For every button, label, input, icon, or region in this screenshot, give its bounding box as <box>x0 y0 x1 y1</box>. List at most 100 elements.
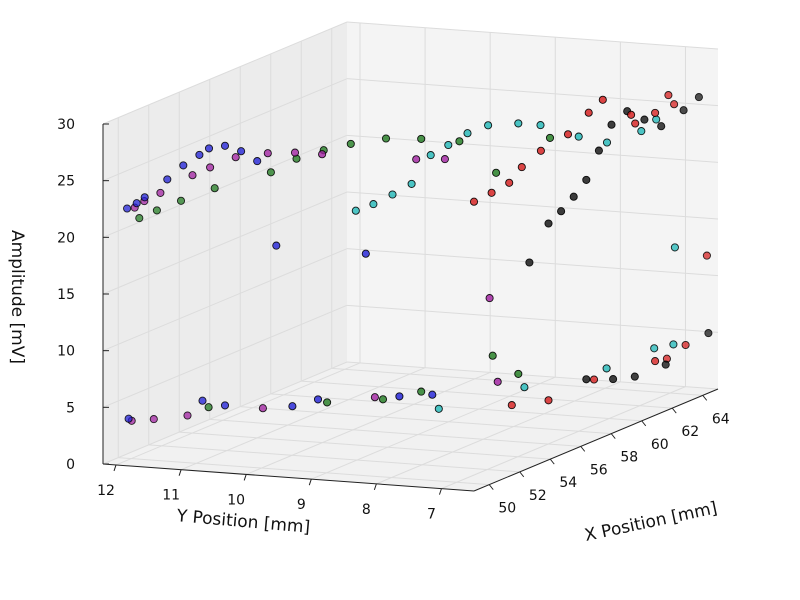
data-point-series-3 <box>378 395 388 404</box>
data-point-series-4 <box>650 344 659 353</box>
data-point-series-6 <box>630 372 639 381</box>
data-point-series-2 <box>290 148 300 157</box>
data-point-series-2 <box>258 404 267 413</box>
data-point-series-3 <box>176 196 186 205</box>
z-gridline-left <box>102 304 348 408</box>
x-axis-ticks: 50 52 54 56 58 60 62 64 <box>488 395 730 517</box>
data-point-series-4 <box>602 138 612 147</box>
z-gridline-right <box>346 191 719 220</box>
y-axis-ticks: 12 11 10 9 8 7 <box>97 464 442 523</box>
x-tick-mark <box>641 420 647 427</box>
y-tick-label: 11 <box>162 488 180 504</box>
y-gridline-floor <box>115 362 361 466</box>
z-gridline-left <box>102 191 348 295</box>
data-point-series-5 <box>681 340 690 350</box>
data-point-series-5 <box>631 119 640 128</box>
x-gridline-floor <box>118 457 490 486</box>
x-gridline-floor <box>240 406 612 435</box>
data-point-series-4 <box>574 132 583 141</box>
data-point-series-6 <box>594 146 603 155</box>
z-gridline-right <box>346 21 719 50</box>
z-gridline-left <box>102 248 348 352</box>
z-gridline-right <box>346 134 719 163</box>
data-point-series-3 <box>514 369 523 378</box>
data-point-series-5 <box>589 375 599 384</box>
y-tick-label: 9 <box>297 497 306 513</box>
data-point-series-5 <box>544 396 553 405</box>
y-tick-mark <box>113 464 117 472</box>
z-tick-label: 15 <box>57 287 75 303</box>
data-point-series-1 <box>132 199 141 208</box>
y-tick-label: 12 <box>97 483 115 499</box>
data-point-series-2 <box>318 150 327 159</box>
data-point-series-2 <box>149 415 158 424</box>
x-tick-label: 62 <box>681 424 699 440</box>
z-gridline-right <box>346 361 719 390</box>
x-gridline-floor <box>270 393 642 422</box>
y-tick-mark <box>308 478 312 486</box>
data-point-series-4 <box>670 243 679 252</box>
y-gridline-floor <box>180 367 426 471</box>
data-point-series-4 <box>463 129 472 138</box>
z-tick-label: 0 <box>66 457 75 473</box>
y-tick-mark <box>373 483 377 491</box>
x-tick-label: 52 <box>529 488 547 504</box>
data-point-series-1 <box>198 396 207 405</box>
x-tick-mark <box>519 471 525 478</box>
data-point-series-4 <box>434 404 443 413</box>
data-point-series-1 <box>124 414 133 423</box>
data-point-series-5 <box>651 108 660 117</box>
data-point-series-2 <box>231 153 240 162</box>
data-points <box>123 91 713 425</box>
data-point-series-1 <box>204 144 214 153</box>
x-tick-label: 60 <box>651 437 669 453</box>
x-tick-label: 64 <box>712 411 730 427</box>
data-point-series-6 <box>657 122 666 131</box>
data-point-series-5 <box>702 251 711 260</box>
data-point-series-1 <box>140 193 149 202</box>
x-axis-line <box>473 388 719 492</box>
data-point-series-6 <box>694 93 703 102</box>
y-tick-mark <box>243 474 247 481</box>
data-point-series-3 <box>455 137 464 146</box>
data-point-series-4 <box>407 179 416 188</box>
data-point-series-5 <box>584 108 593 117</box>
data-point-series-5 <box>507 401 516 410</box>
data-point-series-5 <box>536 146 545 155</box>
z-tick-label: 5 <box>66 400 75 416</box>
x-gridline-floor <box>148 444 520 473</box>
floor-pane <box>103 362 718 491</box>
y-tick-mark <box>178 469 182 476</box>
x-tick-mark <box>549 458 555 465</box>
x-tick-mark <box>488 484 494 490</box>
data-point-series-6 <box>679 106 688 115</box>
y-tick-label: 7 <box>427 507 436 523</box>
y-tick-label: 8 <box>362 502 371 518</box>
data-point-series-1 <box>237 147 246 156</box>
data-point-series-1 <box>313 395 323 404</box>
data-point-series-6 <box>704 329 713 338</box>
data-point-series-3 <box>210 184 219 193</box>
data-point-series-5 <box>563 130 573 139</box>
data-point-series-2 <box>440 155 449 164</box>
data-point-series-3 <box>381 134 391 143</box>
data-point-series-6 <box>609 375 618 384</box>
x-tick-mark <box>610 433 616 439</box>
data-point-series-3 <box>492 168 501 177</box>
y-axis-label: Y Position [mm] <box>175 506 311 538</box>
data-point-series-4 <box>637 127 646 136</box>
data-point-series-3 <box>152 206 161 215</box>
data-point-series-4 <box>369 200 378 209</box>
data-point-series-4 <box>602 364 611 373</box>
data-point-series-3 <box>266 168 275 177</box>
data-point-series-5 <box>664 91 673 100</box>
y-gridline-floor <box>441 386 686 490</box>
y-gridline-floor <box>376 381 621 485</box>
data-point-series-3 <box>204 403 213 412</box>
x-axis-label: X Position [mm] <box>583 498 719 546</box>
data-point-series-6 <box>582 175 591 184</box>
z-gridline-right <box>346 304 719 333</box>
data-point-series-1 <box>428 390 437 399</box>
data-point-series-1 <box>272 241 281 250</box>
data-point-series-2 <box>206 163 215 172</box>
